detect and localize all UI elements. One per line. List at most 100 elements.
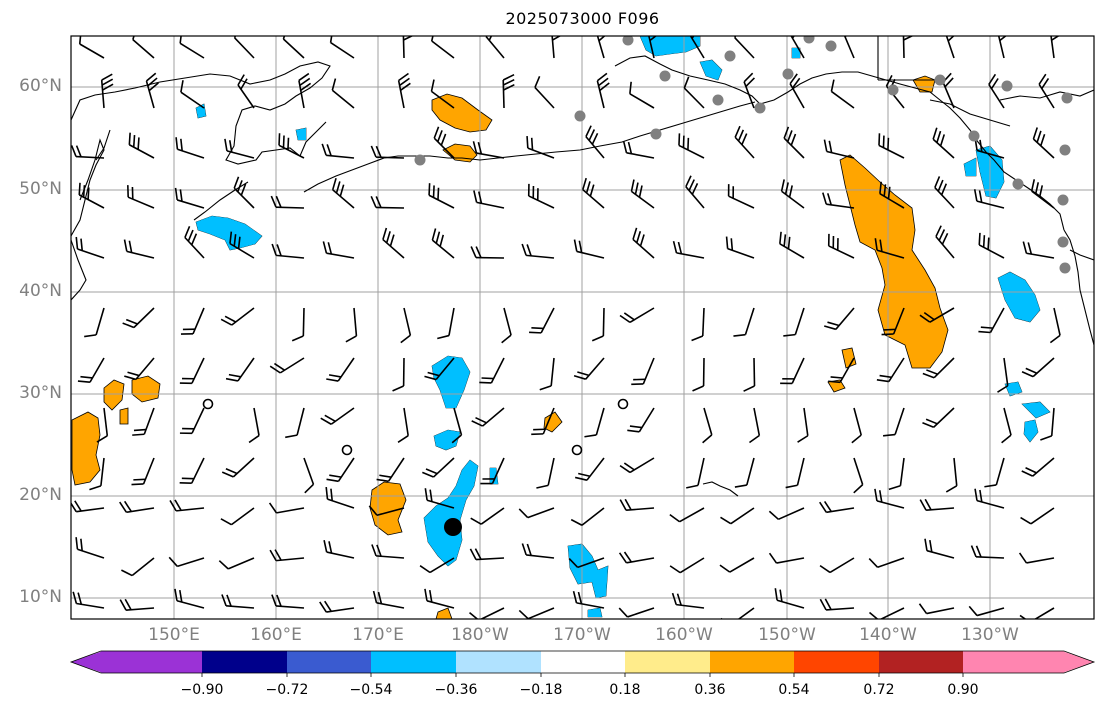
wind-barb-225 bbox=[320, 597, 354, 613]
wind-barb-162 bbox=[180, 453, 204, 487]
negative-region-10 bbox=[1022, 402, 1050, 418]
wind-barb-7 bbox=[428, 29, 461, 58]
wind-barb-85 bbox=[321, 241, 355, 258]
colorbar-tick-label: −0.36 bbox=[416, 682, 496, 698]
wind-barb-55 bbox=[822, 140, 857, 158]
wind-barb-181 bbox=[120, 497, 154, 513]
station-dot-7 bbox=[826, 41, 837, 52]
wind-barb-167 bbox=[422, 450, 454, 481]
wind-barb-41 bbox=[125, 133, 159, 158]
wind-barb-93 bbox=[723, 237, 758, 258]
wind-barb-63 bbox=[231, 177, 262, 208]
positive-region-0 bbox=[432, 94, 492, 132]
station-dot-2 bbox=[713, 95, 724, 106]
wind-barb-191 bbox=[620, 497, 654, 511]
wind-barb-136 bbox=[877, 352, 904, 386]
wind-barb-201 bbox=[121, 549, 154, 578]
wind-barb-188 bbox=[471, 499, 504, 527]
wind-barb-125 bbox=[326, 352, 354, 385]
wind-barb-171 bbox=[620, 449, 654, 475]
wind-barb-42 bbox=[173, 137, 208, 158]
positive-region-8 bbox=[544, 412, 562, 432]
wind-barb-73 bbox=[724, 184, 759, 208]
lon-label: 150°E bbox=[129, 625, 219, 645]
wind-barb-90 bbox=[572, 240, 607, 258]
wind-barb-87 bbox=[429, 229, 461, 258]
wind-barb-70 bbox=[579, 178, 611, 208]
wind-barb-81 bbox=[122, 240, 157, 258]
wind-barb-35 bbox=[827, 80, 860, 108]
station-dot-19 bbox=[1013, 179, 1024, 190]
wind-barb-89 bbox=[521, 244, 555, 258]
station-dot-5 bbox=[783, 69, 794, 80]
wind-barb-144 bbox=[285, 405, 304, 440]
wind-barb-18 bbox=[996, 23, 1014, 58]
wind-barb-206 bbox=[371, 545, 405, 558]
wind-barb-190 bbox=[571, 499, 604, 528]
wind-barb-54 bbox=[781, 127, 812, 158]
wind-barb-110 bbox=[592, 308, 604, 341]
wind-barb-153 bbox=[743, 408, 760, 442]
colorbar-bin-5 bbox=[541, 651, 625, 673]
lat-label: 50°N bbox=[0, 179, 62, 199]
calm-marker-0 bbox=[204, 400, 213, 409]
wind-barb-163 bbox=[222, 450, 254, 480]
wind-barb-151 bbox=[627, 402, 654, 436]
wind-barb-29 bbox=[532, 76, 563, 108]
wind-barb-189 bbox=[519, 498, 554, 520]
coastline-10 bbox=[703, 482, 738, 496]
wind-barb-62 bbox=[172, 188, 207, 208]
lon-label: 170°E bbox=[333, 625, 423, 645]
lon-label: 160°E bbox=[231, 625, 321, 645]
wind-barb-120 bbox=[78, 352, 104, 386]
wind-barb-145 bbox=[321, 399, 354, 427]
wind-barb-30 bbox=[596, 73, 614, 108]
wind-barb-56 bbox=[875, 133, 909, 158]
wind-barb-180 bbox=[70, 497, 104, 512]
lon-label: 140°W bbox=[843, 625, 933, 645]
wind-barb-237 bbox=[919, 597, 954, 614]
wind-barb-57 bbox=[929, 128, 961, 158]
wind-barb-218 bbox=[971, 546, 1004, 558]
wind-barb-176 bbox=[889, 457, 904, 491]
wind-barb-45 bbox=[321, 144, 355, 158]
wind-barb-113 bbox=[733, 305, 754, 340]
colorbar-bin-4 bbox=[456, 651, 541, 673]
wind-barb-74 bbox=[778, 179, 811, 208]
wind-barb-131 bbox=[631, 354, 654, 389]
wind-barb-115 bbox=[824, 301, 854, 333]
coastline-3 bbox=[96, 130, 110, 160]
wind-barb-226 bbox=[372, 591, 406, 608]
colorbar-bin-8 bbox=[794, 651, 879, 673]
lat-label: 10°N bbox=[0, 587, 62, 607]
wind-barb-208 bbox=[470, 547, 504, 560]
map-content bbox=[70, 23, 1094, 627]
lon-label: 130°W bbox=[945, 625, 1035, 645]
wind-barb-231 bbox=[619, 598, 654, 619]
wind-barb-174 bbox=[786, 455, 804, 490]
wind-barb-13 bbox=[731, 26, 762, 58]
calm-marker-2 bbox=[573, 446, 582, 455]
wind-barb-233 bbox=[721, 599, 754, 627]
wind-barb-99 bbox=[1021, 242, 1055, 258]
positive-region-6 bbox=[72, 412, 100, 485]
positive-region-12 bbox=[436, 608, 452, 619]
wind-barb-20 bbox=[101, 74, 115, 108]
wind-barb-92 bbox=[672, 241, 706, 258]
wind-barb-103 bbox=[221, 299, 254, 328]
wind-barb-15 bbox=[841, 23, 864, 58]
wind-barb-146 bbox=[393, 408, 409, 442]
negative-region-4 bbox=[568, 544, 608, 598]
wind-barb-192 bbox=[670, 498, 704, 524]
wind-barb-128 bbox=[479, 353, 504, 387]
wind-barb-111 bbox=[620, 299, 654, 325]
wind-barb-154 bbox=[793, 408, 808, 442]
lat-label: 30°N bbox=[0, 383, 62, 403]
wind-barb-6 bbox=[403, 25, 415, 58]
wind-barb-71 bbox=[627, 180, 660, 208]
station-dot-13 bbox=[1002, 81, 1013, 92]
wind-barb-16 bbox=[903, 25, 915, 58]
wind-barb-142 bbox=[180, 403, 204, 438]
wind-barb-102 bbox=[181, 304, 204, 339]
wind-barb-148 bbox=[472, 400, 504, 430]
